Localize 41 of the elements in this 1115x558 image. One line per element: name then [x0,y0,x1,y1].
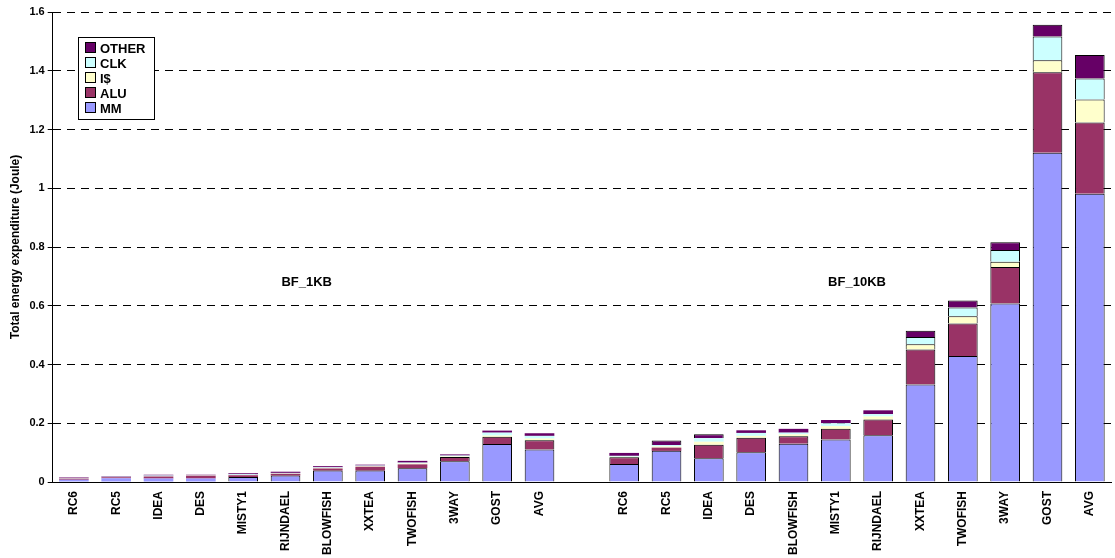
x-tick-label: GOST [489,490,504,526]
y-tick-label: 0 [38,475,45,488]
x-tick-label: 3WAY [447,491,462,524]
x-tick-label: XXTEA [912,490,927,532]
y-tick-label: 1.2 [29,122,45,135]
annotation: BF_10KB [828,273,886,289]
y-axis-title: Total energy expenditure (Joule) [7,154,22,340]
x-tick-label: RIJNDAEL [277,491,292,552]
x-tick-label: AVG [1082,491,1097,517]
x-tick-label: GOST [1039,490,1054,526]
y-tick-label: 0.6 [29,298,45,311]
x-tick-label: RC5 [658,490,673,516]
legend-label: OTHER [100,41,146,56]
x-tick-label: 3WAY [997,491,1012,524]
x-tick-label: MISTY1 [235,490,250,535]
y-tick-label: 1.6 [29,5,45,18]
legend-label: I$ [100,71,111,86]
legend-label: MM [100,101,122,116]
y-tick-label: 1 [38,181,45,194]
x-tick-label: IDEA [701,490,716,520]
x-tick-label: RC5 [108,490,123,516]
y-tick-label: 0.8 [29,240,45,253]
x-tick-label: TWOFISH [955,491,970,547]
annotation: BF_1KB [281,273,332,289]
x-tick-label: RC6 [616,490,631,516]
x-tick-label: AVG [531,491,546,517]
x-tick-label: DES [743,491,758,516]
x-tick-label: RC6 [66,490,81,516]
x-tick-label: BLOWFISH [785,491,800,556]
x-tick-label: IDEA [150,490,165,520]
x-tick-label: XXTEA [362,490,377,532]
legend-label: CLK [100,56,127,71]
x-tick-label: DES [193,491,208,516]
legend-label: ALU [100,86,127,101]
x-tick-label: BLOWFISH [320,491,335,556]
x-tick-label: RIJNDAEL [870,491,885,552]
y-tick-label: 0.4 [29,357,46,370]
x-tick-label: TWOFISH [404,491,419,547]
y-tick-label: 0.2 [29,416,45,429]
y-tick-label: 1.4 [29,63,46,76]
x-tick-label: MISTY1 [828,490,843,535]
